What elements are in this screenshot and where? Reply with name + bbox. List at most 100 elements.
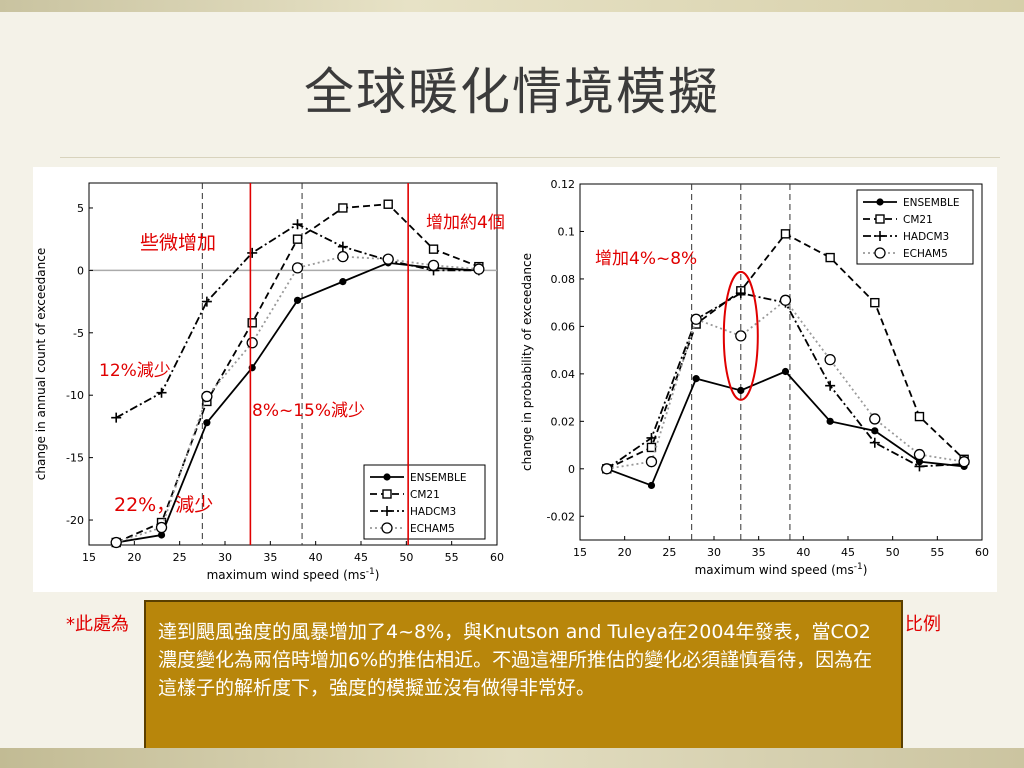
data-point-cm21	[428, 244, 439, 254]
x-tick-label: 55	[930, 546, 944, 559]
data-point-echam5	[246, 337, 258, 349]
legend-label: ECHAM5	[410, 523, 455, 535]
y-tick-label: -5	[73, 327, 84, 340]
title-divider	[60, 157, 1000, 158]
data-point-echam5	[913, 448, 926, 461]
y-tick-label: 0.02	[551, 415, 576, 428]
y-tick-label: 0.06	[551, 320, 576, 333]
data-point-echam5	[155, 521, 168, 534]
annotation-decrease-12: 12%減少	[99, 361, 171, 381]
data-point-ensemble	[826, 417, 834, 425]
data-point-echam5	[824, 353, 836, 366]
x-tick-label: 55	[445, 551, 459, 564]
y-tick-label: 5	[77, 202, 84, 215]
legend-label: ENSEMBLE	[410, 472, 467, 484]
legend-marker	[383, 473, 391, 481]
data-point-ensemble	[647, 481, 656, 490]
legend-label: HADCM3	[903, 231, 949, 243]
annotation-decrease-8-15: 8%~15%減少	[252, 401, 365, 421]
data-point-cm21	[338, 203, 348, 213]
data-point-ensemble	[692, 375, 700, 383]
data-point-ensemble	[157, 531, 166, 539]
data-point-cm21	[914, 411, 925, 422]
x-tick-label: 20	[618, 546, 632, 559]
annotation-decrease-22: 22%，減少	[114, 494, 214, 516]
x-tick-label: 15	[573, 546, 587, 559]
x-axis-label: maximum wind speed (ms-1)	[695, 562, 868, 577]
data-point-ensemble	[737, 386, 745, 395]
data-point-echam5	[382, 253, 394, 265]
legend-marker	[875, 214, 885, 224]
x-tick-label: 15	[82, 551, 96, 564]
data-point-echam5	[779, 294, 792, 306]
data-point-echam5	[337, 250, 349, 263]
left-chart-panel: 15 20 25 30 35 40 45 50 55 60 5 0 -5 -10 -15 -20 maximum…	[33, 167, 541, 592]
x-tick-label: 35	[752, 546, 766, 559]
x-tick-label: 50	[399, 551, 413, 564]
x-tick-label: 35	[263, 551, 277, 564]
footnote-left: *此處為	[66, 614, 129, 635]
data-point-echam5	[201, 390, 213, 403]
y-tick-label: 0	[77, 264, 84, 277]
data-point-cm21	[780, 229, 791, 239]
x-tick-label: 25	[173, 551, 187, 564]
left-exceedance-count-chart: 15 20 25 30 35 40 45 50 55 6050-5-10-15-20maximum…	[34, 182, 504, 582]
y-tick-label: -15	[66, 452, 84, 465]
y-tick-label: -0.02	[547, 510, 575, 523]
data-point-cm21	[870, 297, 880, 308]
data-point-cm21	[383, 199, 393, 209]
y-tick-label: 0	[568, 463, 575, 476]
data-point-hadcm3	[825, 380, 836, 391]
data-point-hadcm3	[869, 437, 880, 448]
data-point-echam5	[690, 313, 702, 325]
data-point-hadcm3	[111, 412, 122, 423]
legend-marker	[382, 506, 392, 516]
top-decoration-band	[0, 0, 1024, 12]
x-tick-label: 45	[841, 546, 855, 559]
x-tick-label: 60	[490, 551, 504, 564]
slide-title: 全球暖化情境模擬	[304, 63, 720, 121]
legend-label: CM21	[903, 214, 933, 226]
data-point-ensemble	[781, 367, 790, 376]
series-line-echam5	[115, 255, 479, 544]
data-point-ensemble	[871, 427, 879, 435]
y-axis-label: change in probability of exceedance	[520, 253, 534, 471]
y-tick-label: -20	[66, 514, 84, 527]
series-line-echam5	[606, 299, 965, 470]
footnote-right: 比例	[905, 614, 941, 635]
red-highlight-ellipse	[722, 270, 759, 401]
data-point-hadcm3	[156, 387, 167, 398]
legend-label: CM21	[410, 489, 440, 501]
bottom-decoration-band	[0, 748, 1024, 768]
data-point-hadcm3	[201, 296, 212, 307]
data-point-hadcm3	[735, 288, 746, 299]
data-point-echam5	[427, 259, 440, 272]
y-tick-label: 0.12	[551, 178, 576, 191]
data-point-cm21	[825, 252, 835, 263]
data-point-echam5	[601, 463, 613, 475]
data-point-echam5	[645, 456, 658, 468]
data-point-ensemble	[203, 419, 211, 427]
x-tick-label: 50	[886, 546, 900, 559]
legend-label: ENSEMBLE	[903, 197, 960, 209]
explanation-note-box: 達到颶風強度的風暴增加了4~8%，與Knutson and Tuleya在200…	[144, 600, 903, 750]
data-point-hadcm3	[646, 432, 657, 443]
data-point-ensemble	[339, 278, 347, 286]
data-point-hadcm3	[292, 219, 303, 230]
data-point-echam5	[110, 536, 122, 549]
x-axis-label: maximum wind speed (ms-1)	[207, 567, 380, 582]
annotation-slight-increase: 些微增加	[140, 232, 217, 254]
data-point-ensemble	[293, 296, 302, 304]
x-tick-label: 45	[354, 551, 368, 564]
y-tick-label: -10	[66, 389, 84, 402]
x-tick-label: 30	[218, 551, 232, 564]
data-point-cm21	[292, 234, 303, 244]
data-point-echam5	[291, 262, 304, 274]
data-point-cm21	[247, 318, 257, 328]
data-point-hadcm3	[337, 241, 348, 252]
legend-marker	[381, 522, 393, 534]
data-point-hadcm3	[914, 461, 925, 472]
legend-label: HADCM3	[410, 506, 456, 518]
x-tick-label: 30	[707, 546, 721, 559]
legend-marker	[876, 198, 884, 206]
